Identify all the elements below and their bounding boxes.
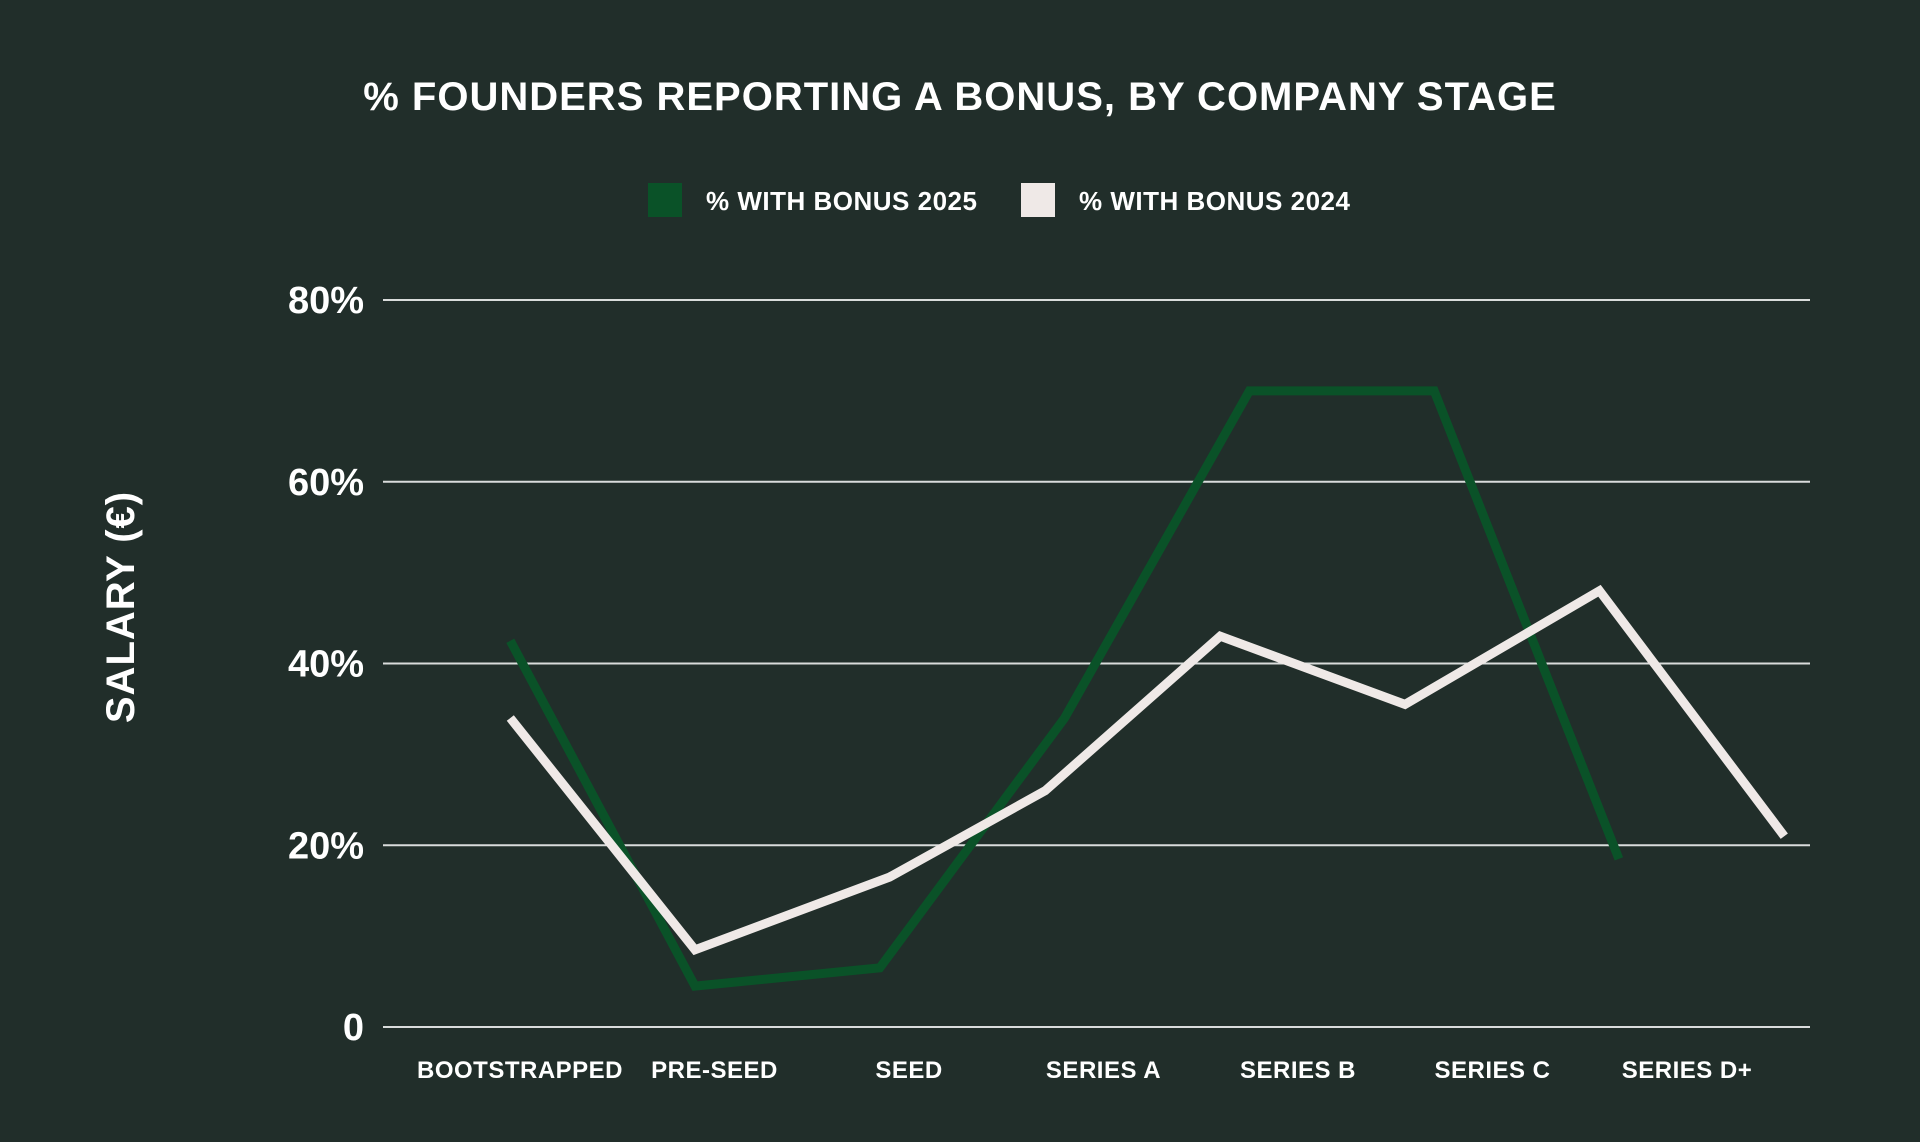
- x-tick-label: SERIES C: [1434, 1057, 1550, 1084]
- legend-swatch-2025: [648, 183, 682, 217]
- x-tick-label: SERIES B: [1240, 1057, 1356, 1084]
- series-lines: [506, 386, 1788, 991]
- y-tick-label: 40%: [288, 644, 364, 686]
- y-tick-label: 20%: [288, 825, 364, 867]
- legend-label-2025: % WITH BONUS 2025: [706, 186, 977, 216]
- legend: % WITH BONUS 2025 % WITH BONUS 2024: [648, 183, 1350, 217]
- legend-label-2024: % WITH BONUS 2024: [1079, 186, 1350, 216]
- series-line-2024: [506, 584, 1788, 956]
- y-axis-ticks: 0 20% 40% 60% 80%: [288, 280, 364, 1049]
- y-tick-label: 60%: [288, 462, 364, 504]
- x-tick-label: BOOTSTRAPPED: [417, 1057, 623, 1084]
- x-tick-label: SERIES D+: [1622, 1057, 1753, 1084]
- y-tick-label: 80%: [288, 280, 364, 322]
- x-tick-label: PRE-SEED: [651, 1057, 778, 1084]
- x-tick-label: SERIES A: [1046, 1057, 1161, 1084]
- series-line-2025: [506, 386, 1624, 991]
- x-axis-ticks: BOOTSTRAPPED PRE-SEED SEED SERIES A SERIES B…: [417, 1057, 1752, 1084]
- legend-swatch-2024: [1021, 183, 1055, 217]
- y-tick-label: 0: [343, 1007, 364, 1049]
- y-axis-label: SALARY (€): [99, 491, 143, 723]
- x-tick-label: SEED: [875, 1057, 942, 1084]
- chart-title: % FOUNDERS REPORTING A BONUS, BY COMPANY…: [363, 75, 1557, 119]
